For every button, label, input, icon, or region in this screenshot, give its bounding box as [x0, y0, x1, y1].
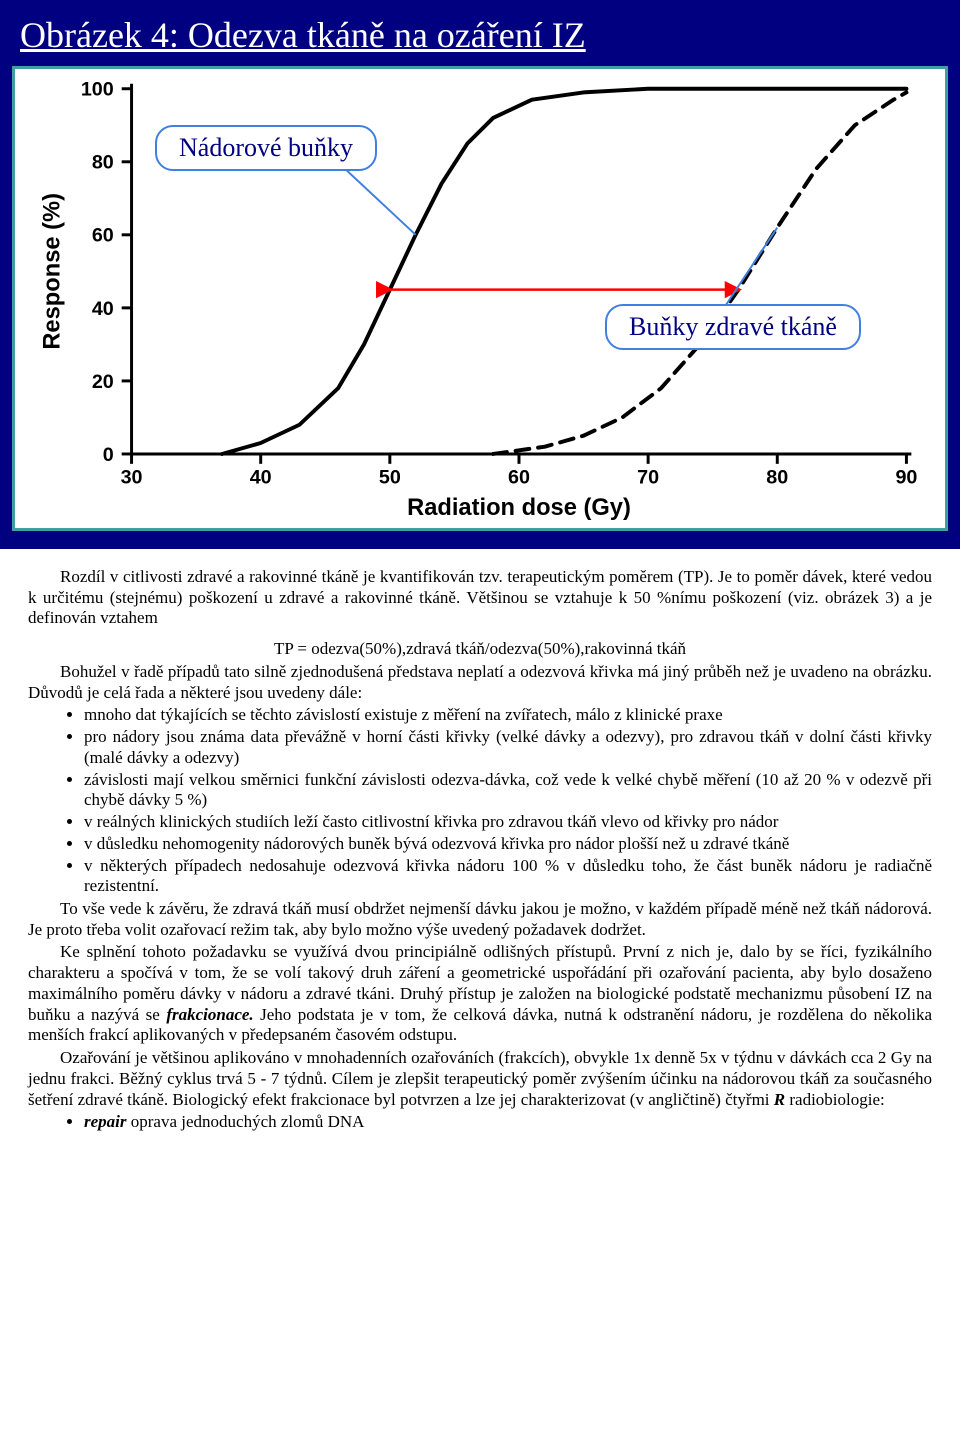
- bullet-list-2: repair oprava jednoduchých zlomů DNA: [28, 1112, 932, 1133]
- bullet-item: repair oprava jednoduchých zlomů DNA: [84, 1112, 932, 1133]
- svg-text:60: 60: [508, 467, 530, 489]
- svg-text:50: 50: [379, 467, 401, 489]
- svg-text:Response (%): Response (%): [39, 193, 65, 350]
- term-r: R: [774, 1090, 785, 1109]
- bullet-item: v reálných klinických studiích leží čast…: [84, 812, 932, 833]
- term-frakcionace: frakcionace.: [166, 1005, 253, 1024]
- body-text: Rozdíl v citlivosti zdravé a rakovinné t…: [0, 549, 960, 1147]
- para-4: Ke splnění tohoto požadavku se využívá d…: [28, 942, 932, 1046]
- svg-text:Radiation dose (Gy): Radiation dose (Gy): [407, 495, 631, 521]
- callout-healthy: Buňky zdravé tkáně: [605, 304, 861, 350]
- para-5: Ozařování je většinou aplikováno v mnoha…: [28, 1048, 932, 1110]
- svg-text:40: 40: [92, 298, 114, 320]
- slide-title: Obrázek 4: Odezva tkáně na ozáření IZ: [8, 8, 952, 66]
- svg-text:30: 30: [121, 467, 143, 489]
- svg-text:100: 100: [81, 79, 114, 101]
- svg-text:90: 90: [895, 467, 917, 489]
- svg-text:70: 70: [637, 467, 659, 489]
- svg-text:80: 80: [92, 152, 114, 174]
- para-5b: radiobiologie:: [785, 1090, 885, 1109]
- slide-container: Obrázek 4: Odezva tkáně na ozáření IZ 0 2…: [0, 0, 960, 549]
- svg-text:20: 20: [92, 371, 114, 393]
- svg-text:80: 80: [766, 467, 788, 489]
- svg-text:40: 40: [250, 467, 272, 489]
- chart-frame: 0 20 40 60 80 100 30 40 50 60 70 80 90 Radiation dose…: [12, 66, 948, 531]
- para-3: To vše vede k závěru, že zdravá tkáň mus…: [28, 899, 932, 940]
- bullet-item: pro nádory jsou známa data převážně v ho…: [84, 727, 932, 768]
- svg-text:0: 0: [103, 444, 114, 466]
- bullet-item: v důsledku nehomogenity nádorových buněk…: [84, 834, 932, 855]
- formula: TP = odezva(50%),zdravá tkáň/odezva(50%)…: [28, 639, 932, 660]
- callout-tumor: Nádorové buňky: [155, 125, 377, 171]
- svg-text:60: 60: [92, 225, 114, 247]
- bullet-item: závislosti mají velkou směrnici funkční …: [84, 770, 932, 811]
- para-2: Bohužel v řadě případů tato silně zjedno…: [28, 662, 932, 703]
- bullet-item: mnoho dat týkajících se těchto závislost…: [84, 705, 932, 726]
- bullet-list-1: mnoho dat týkajících se těchto závislost…: [28, 705, 932, 897]
- para-1: Rozdíl v citlivosti zdravé a rakovinné t…: [28, 567, 932, 629]
- bullet-item: v některých případech nedosahuje odezvov…: [84, 856, 932, 897]
